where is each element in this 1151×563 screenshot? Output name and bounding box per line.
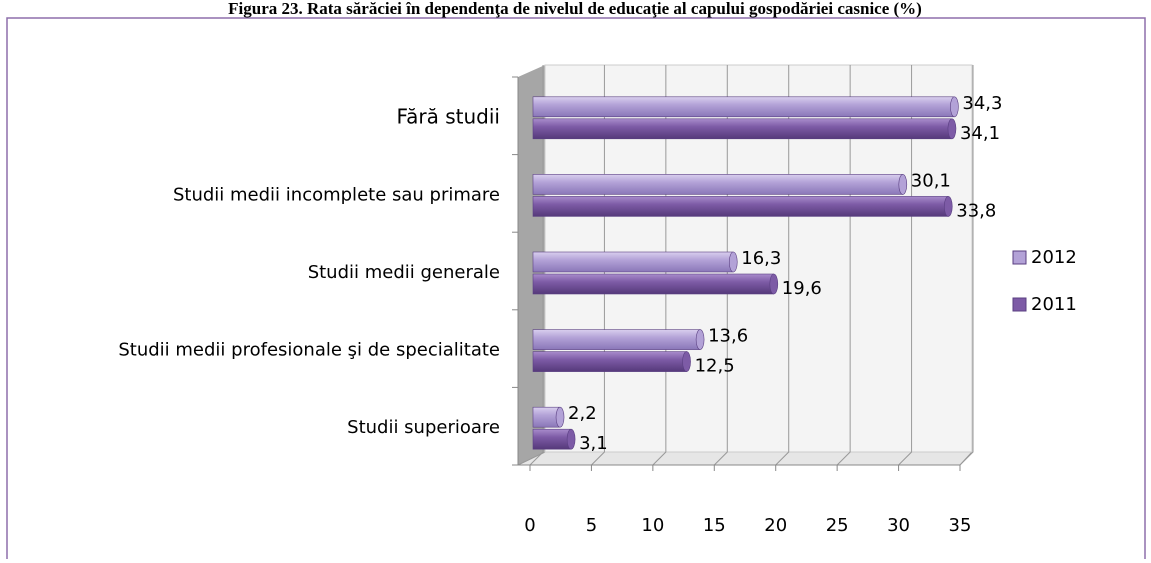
y-tick-label: Studii superioare <box>347 417 500 438</box>
value-label: 13,6 <box>708 326 748 347</box>
bar-cap <box>682 351 691 372</box>
value-label: 34,1 <box>960 123 1000 144</box>
x-tick-label: 0 <box>524 515 535 536</box>
y-tick-label: Fără studii <box>396 104 500 128</box>
value-label: 33,8 <box>956 200 996 221</box>
legend-label: 2012 <box>1031 247 1077 268</box>
x-tick-label: 10 <box>641 515 664 536</box>
x-tick-label: 25 <box>826 515 849 536</box>
x-tick-label: 5 <box>586 515 597 536</box>
bar-cap <box>728 251 738 273</box>
bar <box>532 174 904 195</box>
bar <box>532 96 955 118</box>
value-label: 16,3 <box>741 248 781 269</box>
value-label: 34,3 <box>962 93 1002 114</box>
y-tick-label: Studii medii incomplete sau primare <box>173 184 500 205</box>
grid-line <box>959 65 974 466</box>
x-tick-label: 30 <box>887 515 910 536</box>
value-label: 12,5 <box>695 356 735 377</box>
value-label: 30,1 <box>911 170 951 191</box>
y-tick-label: Studii medii generale <box>308 262 500 283</box>
chart-frame <box>6 17 1146 563</box>
value-label: 19,6 <box>782 278 822 299</box>
legend-swatch <box>1012 297 1027 312</box>
bar-cap <box>566 428 576 450</box>
y-tick-label: Studii medii profesionale şi de speciali… <box>118 340 500 361</box>
bar-cap <box>769 273 779 295</box>
bar-cap <box>898 174 908 195</box>
chart-title: Figura 23. Rata sărăciei în dependenţa d… <box>228 0 922 18</box>
bar <box>532 251 734 273</box>
bar-cap <box>947 118 957 140</box>
bar <box>532 428 572 450</box>
bar-cap <box>555 406 565 428</box>
value-label: 2,2 <box>568 403 597 424</box>
bar <box>532 351 687 372</box>
bar <box>532 118 953 140</box>
x-tick-label: 20 <box>764 515 787 536</box>
bar-cap <box>950 96 959 118</box>
legend-label: 2011 <box>1031 294 1077 315</box>
legend-swatch <box>1012 250 1027 265</box>
bar <box>532 273 775 295</box>
value-label: 3,1 <box>579 433 608 454</box>
bar <box>532 196 949 217</box>
grid-line <box>898 65 913 466</box>
bar <box>532 329 701 350</box>
bar-cap <box>943 196 953 217</box>
bar-cap <box>695 329 705 350</box>
x-tick-label: 35 <box>949 515 972 536</box>
x-tick-label: 15 <box>703 515 726 536</box>
